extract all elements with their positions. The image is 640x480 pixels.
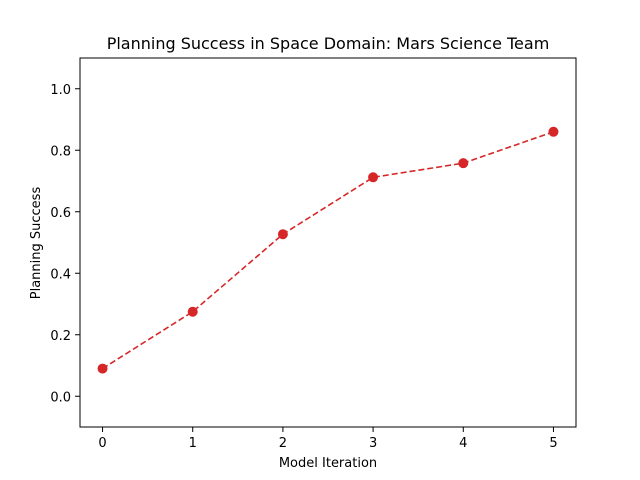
data-point xyxy=(368,172,379,183)
y-tick-label: 1.0 xyxy=(50,83,71,98)
x-tick-label: 5 xyxy=(549,436,557,451)
x-tick-label: 4 xyxy=(459,436,467,451)
y-tick-label: 0.6 xyxy=(50,206,71,221)
x-tick-label: 0 xyxy=(98,436,106,451)
x-tick-label: 1 xyxy=(189,436,197,451)
data-point xyxy=(187,306,198,317)
x-axis-label: Model Iteration xyxy=(279,456,377,471)
series-line xyxy=(102,131,554,370)
plot-area xyxy=(79,57,577,428)
data-point xyxy=(548,126,559,137)
x-tick-label: 2 xyxy=(279,436,287,451)
data-point xyxy=(97,363,108,374)
x-axis: 0 1 2 3 4 5 xyxy=(98,427,558,451)
y-tick-label: 0.4 xyxy=(50,267,71,282)
series-layer xyxy=(97,126,559,374)
y-tick-label: 0.0 xyxy=(50,390,71,405)
y-axis: 0.0 0.2 0.4 0.6 0.8 1.0 xyxy=(50,83,80,405)
y-axis-label: Planning Success xyxy=(29,187,44,300)
chart-title: Planning Success in Space Domain: Mars S… xyxy=(107,34,550,53)
y-tick-label: 0.2 xyxy=(50,329,71,344)
data-point xyxy=(277,229,288,240)
y-tick-label: 0.8 xyxy=(50,144,71,159)
x-tick-label: 3 xyxy=(369,436,377,451)
data-point xyxy=(458,158,469,169)
